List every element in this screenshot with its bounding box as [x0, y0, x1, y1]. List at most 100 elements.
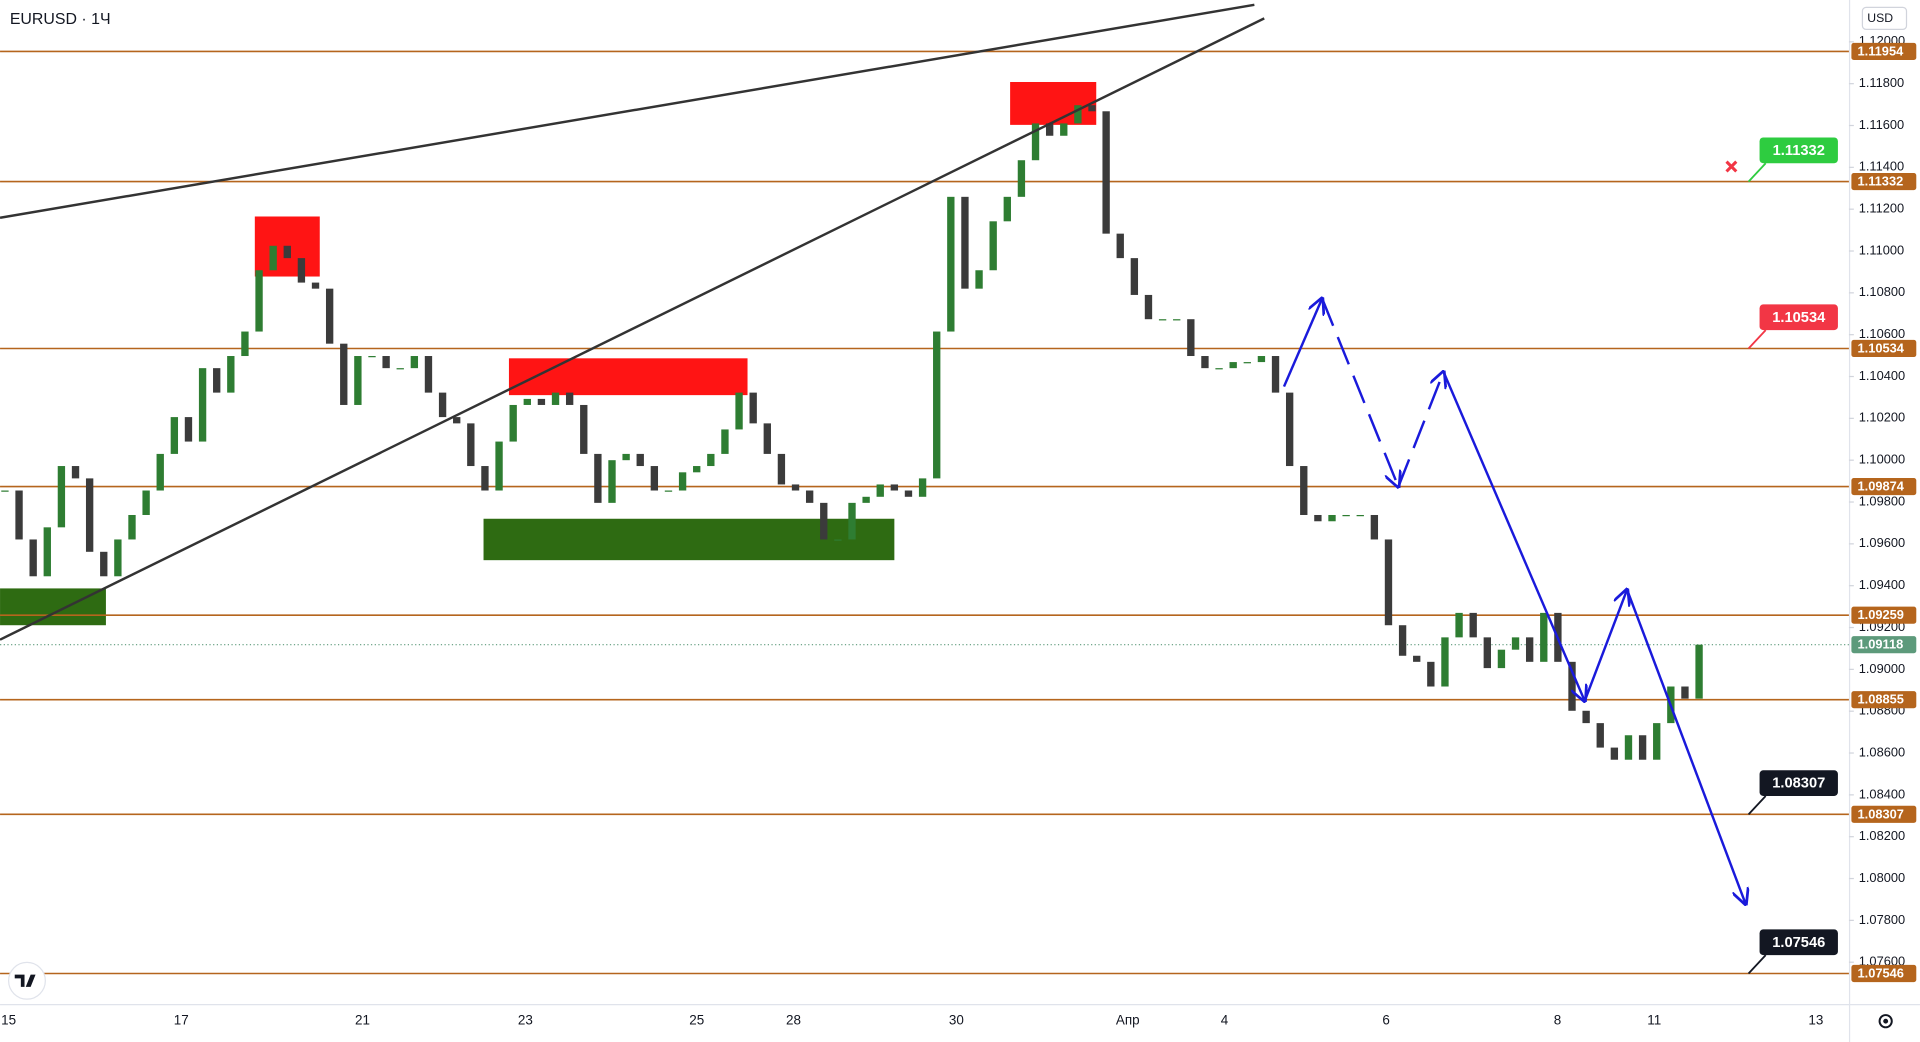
candle [438, 392, 447, 418]
candle [678, 472, 687, 491]
forecast-arrow [1442, 371, 1585, 701]
candle [904, 490, 913, 497]
candle [749, 392, 757, 424]
candle [467, 423, 475, 467]
candle [537, 398, 546, 405]
candle [763, 423, 771, 454]
forecast-arrow [1625, 589, 1746, 904]
candle [693, 466, 701, 473]
candle [100, 551, 108, 577]
price-label: 1.08855 [1858, 692, 1904, 707]
candle [1455, 612, 1463, 638]
candle [594, 453, 602, 503]
price-label: 1.07546 [1858, 966, 1904, 981]
candle [227, 356, 235, 393]
price-label: 1.11954 [1858, 43, 1905, 58]
candle [523, 398, 531, 405]
candle [1173, 319, 1181, 321]
logo-glyph[interactable] [14, 974, 36, 987]
candle [1102, 111, 1110, 234]
candle [834, 539, 842, 541]
candle [198, 368, 207, 442]
candle [551, 392, 560, 405]
candle [961, 196, 969, 289]
logo-circle[interactable] [7, 961, 46, 1000]
candle [1060, 123, 1068, 136]
candle [1610, 747, 1619, 760]
x-tick-label: 4 [1221, 1013, 1229, 1028]
price-label: 1.08307 [1858, 806, 1904, 821]
candle [1300, 466, 1308, 515]
forecast-arrow [1397, 372, 1443, 488]
candle [184, 417, 193, 442]
y-tick-label: 1.11400 [1859, 159, 1904, 174]
candle [1596, 723, 1604, 748]
zone [508, 358, 748, 396]
candle [664, 490, 673, 492]
candle [1074, 105, 1082, 124]
callout-box [1759, 304, 1838, 331]
price-label-bg [1851, 636, 1917, 654]
price-label-bg [1851, 172, 1917, 191]
x-tick-label: Апр [1116, 1013, 1140, 1028]
candle [1469, 612, 1477, 638]
price-label-bg [1851, 42, 1917, 61]
callout-label: 1.07546 [1772, 935, 1825, 951]
callout-pointer [1747, 329, 1767, 350]
candle [1413, 655, 1421, 662]
x-tick-label: 11 [1647, 1013, 1661, 1028]
candle [1370, 514, 1379, 540]
candle [791, 484, 800, 491]
callout-pointer [1747, 162, 1767, 183]
candle [1045, 123, 1054, 136]
candle [1653, 723, 1661, 760]
candle [1, 490, 9, 492]
candle [1681, 686, 1689, 699]
x-tick-label: 13 [1808, 1013, 1823, 1028]
settings-gear[interactable] [1878, 1014, 1893, 1029]
callout-box [1759, 137, 1838, 164]
x-tick-label: 8 [1554, 1013, 1561, 1028]
price-label-bg [1851, 691, 1917, 709]
candle [650, 466, 659, 491]
candle [1441, 637, 1449, 687]
candle [255, 270, 263, 332]
candle [565, 392, 574, 405]
candle [1116, 233, 1124, 259]
gear-hub[interactable] [1883, 1018, 1889, 1024]
y-tick-label: 1.11000 [1859, 242, 1904, 257]
candle [1328, 514, 1336, 522]
price-label: 1.10534 [1858, 340, 1905, 355]
tv-logo[interactable] [7, 961, 46, 1000]
candle [933, 331, 941, 479]
candle [396, 368, 404, 370]
y-tick-label: 1.08200 [1859, 828, 1905, 843]
candle [311, 282, 320, 289]
candle [636, 453, 644, 467]
candle [805, 490, 814, 503]
candle [622, 453, 630, 461]
price-label: 1.09259 [1858, 607, 1904, 622]
candle [1582, 710, 1590, 724]
y-tick-label: 1.08000 [1859, 870, 1905, 885]
candle [269, 245, 277, 271]
price-label-bg [1851, 805, 1917, 823]
candle [820, 502, 828, 540]
candle [918, 478, 927, 497]
forecast-arrow [1583, 590, 1627, 702]
trend-line [0, 3, 1255, 219]
candle [1130, 258, 1139, 295]
candle [495, 441, 503, 491]
candle [15, 490, 23, 540]
currency-label[interactable]: USD [1867, 11, 1893, 25]
candle [1356, 514, 1364, 517]
candle [340, 343, 348, 405]
candle [1285, 392, 1294, 467]
cross-mark [1725, 160, 1738, 173]
zone [483, 518, 895, 561]
gear-ring[interactable] [1878, 1014, 1893, 1029]
candle [1540, 612, 1548, 662]
currency-button[interactable] [1861, 6, 1908, 30]
